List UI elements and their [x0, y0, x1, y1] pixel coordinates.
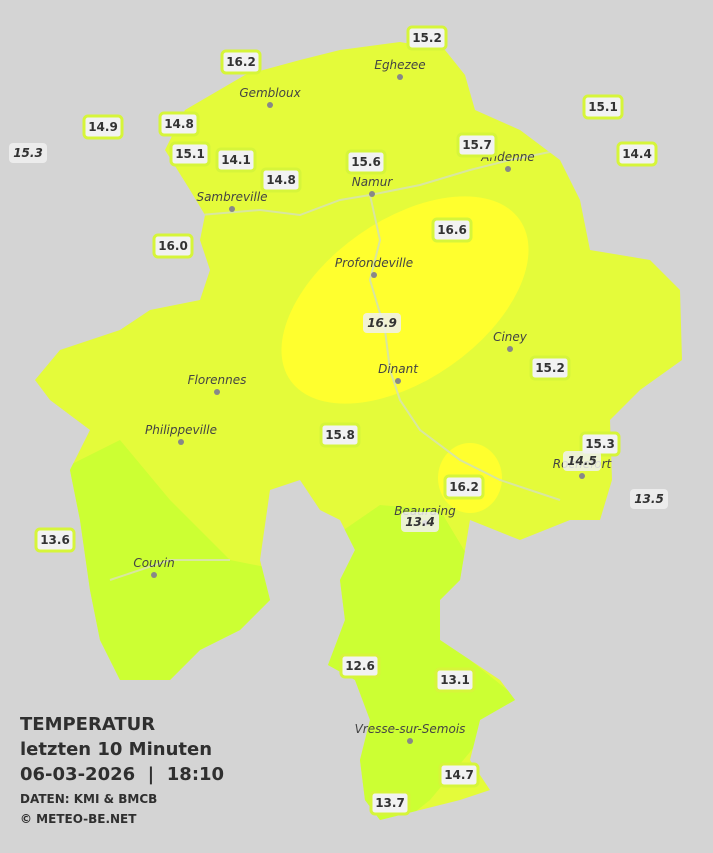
legend-period: letzten 10 Minuten — [20, 739, 212, 760]
station-box — [363, 313, 401, 333]
station-box — [630, 489, 668, 509]
station-temp: 14.8 — [164, 117, 194, 131]
station-box — [82, 114, 124, 140]
station-box — [369, 790, 411, 816]
town-label: Vresse-sur-Semois — [355, 722, 466, 736]
station-temp: 13.4 — [405, 515, 435, 529]
town-label: Florennes — [188, 373, 247, 387]
station-box — [319, 422, 361, 448]
station-temp: 13.1 — [440, 673, 470, 687]
stations: 15.2 16.2 15.1 14.9 14.8 15.7 14.4 15.3 15.1 14.1… — [9, 25, 668, 816]
legend-copyright: © METEO-BE.NET — [20, 812, 137, 826]
town-label: Gembloux — [239, 86, 301, 100]
station-temp: 16.2 — [449, 480, 479, 494]
station-temp: 15.2 — [412, 31, 442, 45]
station-box — [616, 141, 658, 167]
station-temp: 14.9 — [88, 120, 118, 134]
station-box — [152, 233, 194, 259]
station-temp: 15.8 — [325, 428, 355, 442]
town-dot — [371, 272, 377, 278]
town-label: Sambreville — [196, 190, 267, 204]
town-dot — [229, 206, 235, 212]
town-dot — [151, 572, 157, 578]
town-dot — [178, 439, 184, 445]
legend: TEMPERATUR letzten 10 Minuten 06-03-2026… — [20, 714, 224, 826]
warm-zone — [281, 196, 529, 404]
town-label: Profondeville — [335, 256, 413, 270]
station-temp: 16.6 — [437, 223, 467, 237]
town-dot — [397, 74, 403, 80]
town-dot — [395, 378, 401, 384]
station-box — [529, 355, 571, 381]
station-temp: 16.0 — [158, 239, 188, 253]
station-temp: 15.1 — [588, 100, 618, 114]
station-temp: 14.8 — [266, 173, 296, 187]
station-box — [582, 94, 624, 120]
station-box — [431, 217, 473, 243]
river — [109, 559, 230, 581]
river — [368, 194, 561, 501]
station-temp: 15.2 — [535, 361, 565, 375]
station-box — [158, 111, 200, 137]
legend-title: TEMPERATUR — [20, 714, 155, 735]
station-temp: 16.9 — [367, 316, 397, 330]
station-box — [456, 132, 498, 158]
station-box — [169, 141, 211, 167]
town-dot — [507, 346, 513, 352]
station-box — [345, 149, 387, 175]
station-box — [443, 474, 485, 500]
station-temp: 14.4 — [622, 147, 652, 161]
legend-timestamp: 06-03-2026 | 18:10 — [20, 764, 224, 785]
station-box — [406, 25, 448, 51]
town-label: Ciney — [493, 330, 528, 344]
station-box — [434, 667, 476, 693]
town-dot — [505, 166, 511, 172]
station-temp: 15.6 — [351, 155, 381, 169]
town-label: Namur — [352, 175, 394, 189]
station-temp: 15.3 — [585, 437, 615, 451]
station-box — [401, 512, 439, 532]
station-box — [339, 653, 381, 679]
cool-zone — [60, 440, 280, 700]
town-dot — [214, 389, 220, 395]
station-box — [215, 147, 257, 173]
station-temp: 16.2 — [226, 55, 256, 69]
town-dot — [369, 191, 375, 197]
station-temp: 15.3 — [13, 146, 43, 160]
town-label: Eghezee — [374, 58, 425, 72]
station-temp: 15.1 — [175, 147, 205, 161]
town-label: Couvin — [133, 556, 174, 570]
town-label: Dinant — [378, 362, 419, 376]
station-box — [9, 143, 47, 163]
town-dot — [407, 738, 413, 744]
town-label: Philippeville — [145, 423, 217, 437]
station-temp: 14.7 — [444, 768, 474, 782]
station-temp: 15.7 — [462, 138, 492, 152]
station-temp: 14.5 — [567, 454, 597, 468]
town-dot — [579, 473, 585, 479]
station-temp: 12.6 — [345, 659, 375, 673]
legend-source: DATEN: KMI & BMCB — [20, 792, 157, 806]
town-dot — [267, 102, 273, 108]
station-box — [34, 527, 76, 553]
station-box — [260, 167, 302, 193]
station-temp: 13.5 — [634, 492, 664, 506]
station-temp: 13.6 — [40, 533, 70, 547]
station-box — [563, 451, 601, 471]
station-temp: 14.1 — [221, 153, 251, 167]
station-box — [438, 762, 480, 788]
station-box — [220, 49, 262, 75]
station-temp: 13.7 — [375, 796, 405, 810]
